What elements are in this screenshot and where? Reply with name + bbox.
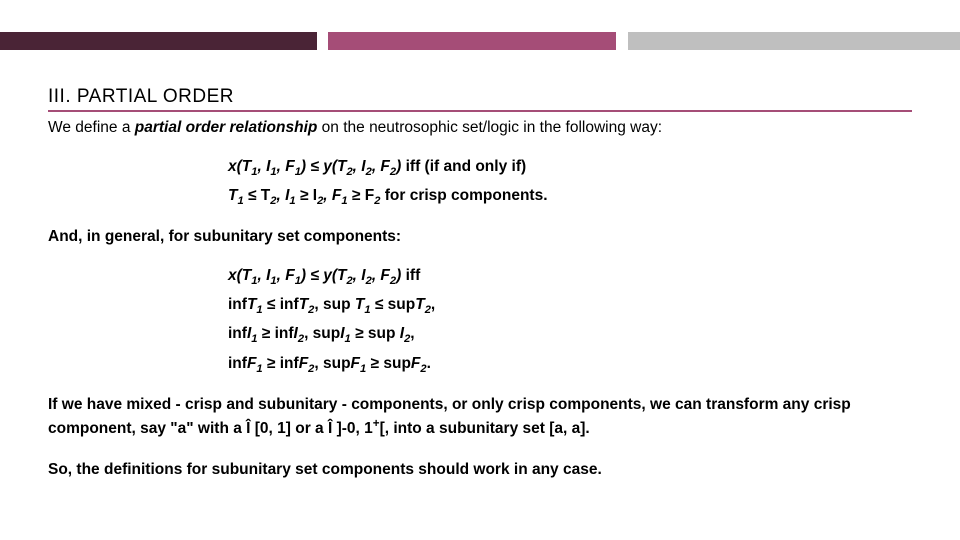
t: x(T — [228, 158, 251, 175]
def2-line3: infI1 ≥ infI2, supI1 ≥ sup I2, — [228, 324, 912, 347]
bar-seg-3 — [628, 32, 960, 50]
t: , sup — [304, 325, 340, 342]
t: ≥ F — [348, 187, 375, 204]
intro-paragraph: We define a partial order relationship o… — [48, 118, 912, 139]
t: ) ≤ y(T — [301, 267, 347, 284]
t: F — [247, 355, 256, 372]
t: , F — [277, 158, 295, 175]
t: , — [431, 296, 435, 313]
def2-line2: infT1 ≤ infT2, sup T1 ≤ supT2, — [228, 295, 912, 318]
subunitary-intro: And, in general, for subunitary set comp… — [48, 227, 912, 248]
intro-pre: We define a — [48, 119, 135, 136]
t: T — [299, 296, 308, 313]
t: x(T — [228, 267, 251, 284]
t: . — [427, 355, 431, 372]
t: , sup — [314, 296, 354, 313]
t: , I — [353, 267, 366, 284]
t: , I — [257, 158, 270, 175]
t: , I — [277, 187, 290, 204]
t: ≤ T — [244, 187, 271, 204]
t: , F — [323, 187, 341, 204]
t: , F — [372, 158, 390, 175]
top-accent-bar — [0, 32, 960, 50]
t: inf — [228, 355, 247, 372]
def2-line1: x(T1, I1, F1) ≤ y(T2, I2, F2) iff — [228, 266, 912, 289]
t: F — [411, 355, 420, 372]
intro-strong: partial order relationship — [135, 119, 318, 136]
t: inf — [228, 296, 247, 313]
t: F — [299, 355, 308, 372]
t: for crisp components. — [380, 187, 547, 204]
def1-line1: x(T1, I1, F1) ≤ y(T2, I2, F2) iff (if an… — [228, 157, 912, 180]
conclusion-paragraph: So, the definitions for subunitary set c… — [48, 460, 912, 481]
intro-post: on the neutrosophic set/logic in the fol… — [317, 119, 662, 136]
t: T — [415, 296, 424, 313]
mixed-paragraph: If we have mixed - crisp and subunitary … — [48, 395, 912, 440]
spacer — [48, 440, 912, 454]
section-heading: III. PARTIAL ORDER — [48, 86, 912, 112]
t: ≥ I — [296, 187, 317, 204]
t: , I — [353, 158, 366, 175]
bar-seg-1 — [0, 32, 317, 50]
bar-seg-gap-2 — [616, 32, 628, 50]
bar-seg-gap-1 — [317, 32, 329, 50]
t: [, into a subunitary set [a, a]. — [380, 420, 590, 437]
t: T — [247, 296, 256, 313]
t: ≥ inf — [263, 355, 299, 372]
def2-line4: infF1 ≥ infF2, supF1 ≥ supF2. — [228, 354, 912, 377]
t: ≥ sup — [351, 325, 400, 342]
definition-block-2: x(T1, I1, F1) ≤ y(T2, I2, F2) iff infT1 … — [228, 266, 912, 377]
t: , sup — [314, 355, 350, 372]
t: ≥ inf — [257, 325, 293, 342]
t: inf — [228, 325, 247, 342]
slide-content: III. PARTIAL ORDER We define a partial o… — [48, 86, 912, 481]
t: ) ≤ y(T — [301, 158, 347, 175]
plus-sup: + — [373, 417, 380, 430]
t: ≤ sup — [371, 296, 416, 313]
iff: iff — [401, 267, 420, 284]
t: F — [351, 355, 360, 372]
t: ≤ inf — [263, 296, 299, 313]
t: , F — [277, 267, 295, 284]
definition-block-1: x(T1, I1, F1) ≤ y(T2, I2, F2) iff (if an… — [228, 157, 912, 209]
t: , — [410, 325, 414, 342]
t: , F — [372, 267, 390, 284]
t: , I — [257, 267, 270, 284]
bar-seg-2 — [328, 32, 616, 50]
t: T — [355, 296, 364, 313]
iff: iff (if and only if) — [401, 158, 526, 175]
t: ≥ sup — [366, 355, 411, 372]
def1-line2: T1 ≤ T2, I1 ≥ I2, F1 ≥ F2 for crisp comp… — [228, 186, 912, 209]
